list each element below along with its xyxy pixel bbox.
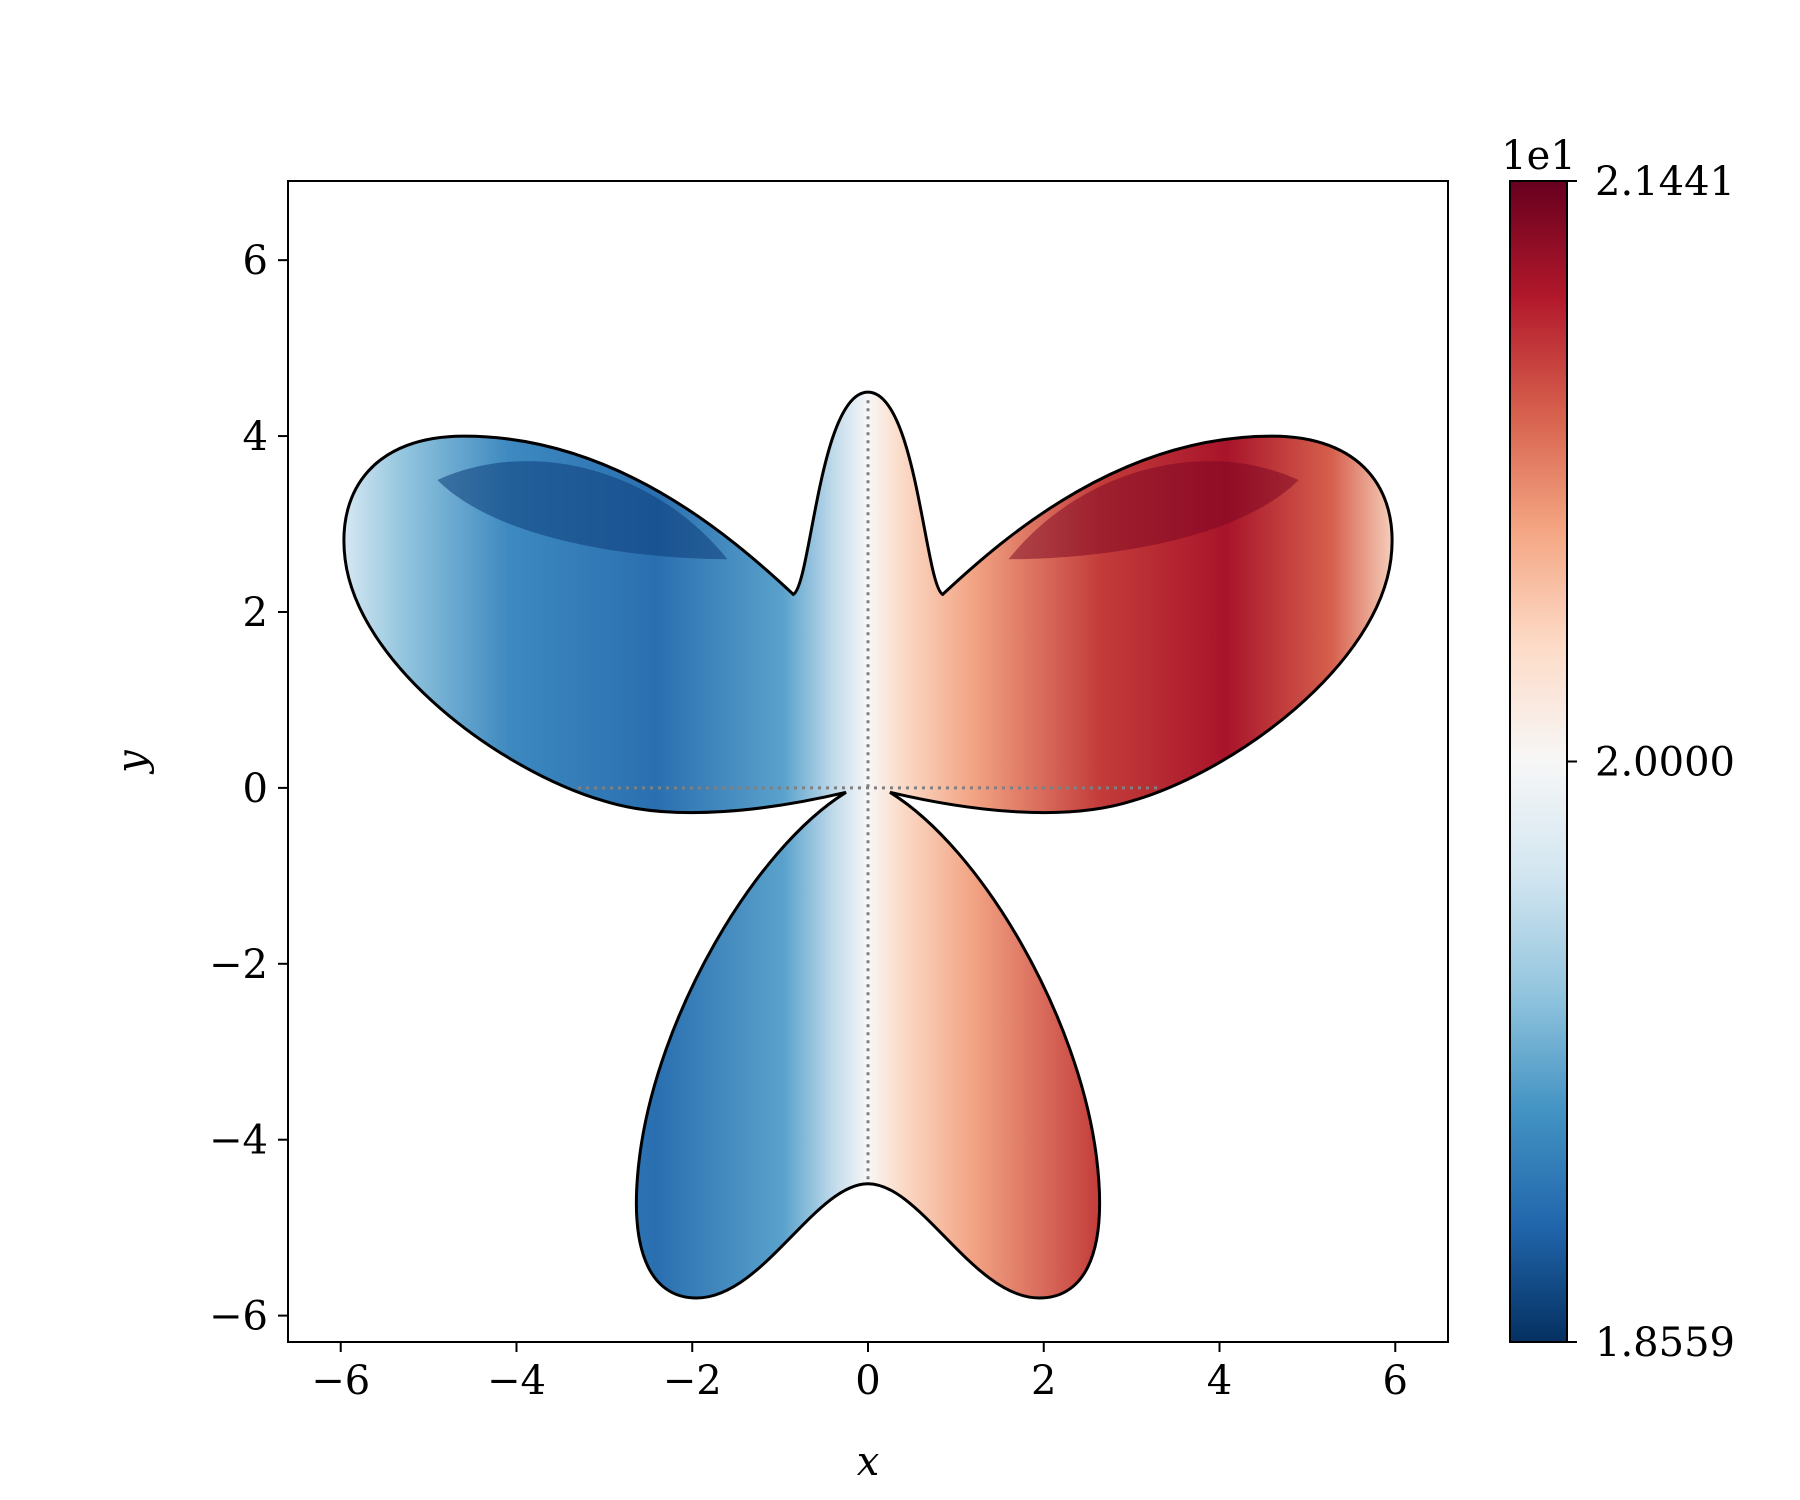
y-tick-label: −6: [209, 1294, 268, 1340]
shape-fill: [343, 392, 1393, 1299]
y-tick-label: 6: [243, 238, 268, 284]
y-tick-label: 2: [243, 590, 268, 636]
colorbar-tick-label: 2.1441: [1595, 159, 1735, 205]
x-tick-label: −6: [311, 1358, 370, 1404]
colorbar-ticks: 1.8559 2.0000 2.1441: [1567, 159, 1735, 1366]
x-tick-label: 4: [1207, 1358, 1232, 1404]
y-axis-label: y: [109, 749, 155, 775]
y-tick-label: −2: [209, 942, 268, 988]
y-tick-label: 4: [243, 414, 268, 460]
x-tick-label: −4: [487, 1358, 546, 1404]
x-tick-label: 0: [855, 1358, 880, 1404]
x-axis-label: x: [857, 1439, 880, 1485]
x-tick-label: 6: [1383, 1358, 1408, 1404]
x-axis: −6 −4 −2 0 2 4 6: [311, 1342, 1408, 1404]
colorbar-tick-label: 2.0000: [1595, 740, 1735, 786]
field-shading-high: [1008, 461, 1299, 560]
plot-area: −6 −4 −2 0 2 4 6 −6 −4 −2 0 2 4 6 x y: [109, 180, 1449, 1485]
y-tick-label: 0: [243, 766, 268, 812]
y-tick-label: −4: [209, 1118, 268, 1164]
x-tick-label: 2: [1031, 1358, 1056, 1404]
colorbar-multiplier: 1e1: [1501, 133, 1576, 179]
field-shading-low: [437, 461, 728, 560]
shape-outline: [342, 390, 1394, 1300]
colorbar: 1.8559 2.0000 2.1441 1e1: [1501, 133, 1735, 1366]
y-axis: −6 −4 −2 0 2 4 6: [209, 238, 288, 1340]
colorbar-tick-label: 1.8559: [1595, 1320, 1735, 1366]
x-tick-label: −2: [663, 1358, 722, 1404]
colorbar-bar: [1509, 180, 1568, 1343]
